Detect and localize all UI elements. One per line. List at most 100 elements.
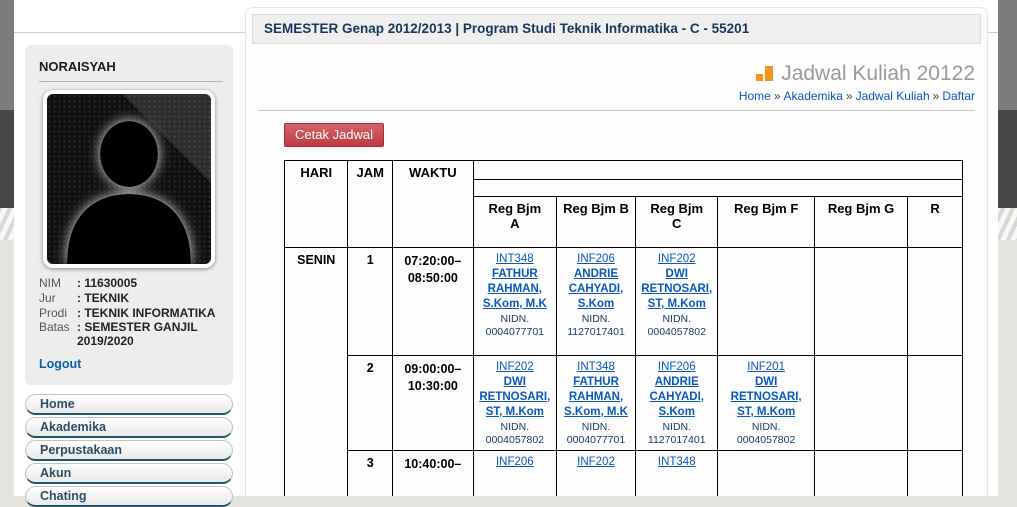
- period-cell: 1: [347, 247, 394, 356]
- profile-panel: NORAISYAH NIM 11630: [25, 45, 233, 385]
- schedule-cell-empty: [813, 247, 909, 356]
- time-cell: 07:20:00– 08:50:00: [392, 247, 474, 356]
- main-content: Jadwal Kuliah 20122 Home» Akademika» Jadwa…: [246, 62, 987, 496]
- schedule-cell-empty: [813, 354, 909, 452]
- course-code-link[interactable]: INT348: [495, 253, 534, 265]
- info-label: Prodi: [39, 305, 68, 320]
- schedule-table: HARI JAM WAKTU Reg Bjm A Reg Bjm B Reg B…: [284, 160, 963, 496]
- info-label: Batas: [39, 320, 70, 335]
- sidebar-item-chating[interactable]: Chating: [25, 485, 233, 507]
- column-header-hari: HARI: [284, 160, 349, 248]
- course-code-link[interactable]: INF206: [495, 456, 534, 469]
- lecturer-link[interactable]: DWI RETNOSARI, ST, M.Kom: [479, 375, 551, 418]
- schedule-cell: INF201 DWI RETNOSARI, ST, M.Kom NIDN. 00…: [717, 354, 815, 452]
- breadcrumb-separator: »: [773, 89, 781, 103]
- breadcrumb: Home» Akademika» Jadwal Kuliah» Daftar: [258, 89, 975, 111]
- column-header-reg-bjm-a: Reg Bjm A: [472, 196, 557, 248]
- period-cell: 3: [347, 450, 394, 496]
- class-header-row: Reg Bjm A Reg Bjm B Reg Bjm C Reg Bjm F …: [285, 196, 963, 248]
- page-container: HOME PROFILE PASSWORD NORAISYAH: [14, 0, 998, 507]
- course-code-link[interactable]: INT348: [657, 456, 696, 469]
- breadcrumb-jadwal-kuliah-link[interactable]: Jadwal Kuliah: [855, 89, 930, 103]
- lecturer-link[interactable]: FATHUR RAHMAN, S.Kom, M.K: [564, 375, 628, 418]
- schedule-cell: INF202 DWI RETNOSARI, ST, M.Kom NIDN. 00…: [635, 247, 719, 356]
- course-code-link[interactable]: INF201: [747, 361, 785, 373]
- avatar-silhouette-image: [67, 121, 191, 264]
- info-value: SEMESTER GANJIL 2019/2020: [77, 321, 221, 349]
- schedule-cell-empty: [907, 354, 963, 452]
- schedule-cell-empty: [907, 450, 963, 496]
- info-row-nim: NIM 11630005: [39, 276, 221, 291]
- title-accent-icon: [756, 66, 774, 81]
- profile-name: NORAISYAH: [39, 57, 223, 82]
- info-label: NIM: [39, 276, 61, 290]
- sidebar-menu: Home Akademika Perpustakaan Akun Chating: [25, 393, 233, 507]
- info-value: 11630005: [77, 276, 137, 291]
- table-row: SENIN 1 07:20:00– 08:50:00 INT348 FATHUR…: [284, 246, 963, 496]
- semester-header-bar: SEMESTER Genap 2012/2013 | Program Studi…: [252, 14, 981, 44]
- avatar: [43, 90, 215, 268]
- profile-info: NIM 11630005 Jur TEKNIK Prodi TEKNIK INF…: [39, 276, 221, 349]
- schedule-cell: INF206: [472, 450, 557, 496]
- course-code-link[interactable]: INF202: [495, 361, 534, 373]
- nidn-text: NIDN. 1127017401: [567, 312, 625, 339]
- schedule-cell: INF202 DWI RETNOSARI, ST, M.Kom NIDN. 00…: [472, 354, 557, 452]
- nidn-text: NIDN. 0004057802: [485, 420, 545, 447]
- sidebar: NORAISYAH NIM 11630: [14, 33, 245, 507]
- course-code-link[interactable]: INT348: [577, 361, 615, 373]
- main-panel: SEMESTER Genap 2012/2013 | Program Studi…: [245, 7, 988, 496]
- schedule-cell: INT348 FATHUR RAHMAN, S.Kom, M.K NIDN. 0…: [555, 354, 637, 452]
- schedule-cell: INF206 ANDRIE CAHYADI, S.Kom NIDN. 11270…: [635, 354, 719, 452]
- sidebar-item-home[interactable]: Home: [25, 393, 233, 415]
- schedule-table-container: HARI JAM WAKTU Reg Bjm A Reg Bjm B Reg B…: [284, 160, 963, 496]
- sidebar-item-perpustakaan[interactable]: Perpustakaan: [25, 439, 233, 461]
- page-title: Jadwal Kuliah 20122: [781, 62, 975, 85]
- course-code-link[interactable]: INF206: [657, 361, 696, 373]
- schedule-cell-empty: [907, 247, 963, 356]
- schedule-cell: INF202: [555, 450, 637, 496]
- header-spacer-cell: [472, 160, 963, 180]
- column-header-reg-bjm-b: Reg Bjm B: [555, 196, 637, 248]
- column-header-reg-bjm-g: Reg Bjm G: [813, 196, 909, 248]
- course-code-link[interactable]: INF202: [577, 456, 615, 469]
- time-cell: 09:00:00– 10:30:00: [392, 354, 474, 452]
- course-code-link[interactable]: INF202: [657, 253, 696, 265]
- info-row-prodi: Prodi TEKNIK INFORMATIKA: [39, 305, 221, 321]
- table-row: 3 10:40:00– INF206 INF202 INT348: [285, 450, 963, 496]
- page-background: { "topnav": { "items": [ { "label": "HOM…: [0, 0, 1017, 496]
- breadcrumb-akademika-link[interactable]: Akademika: [783, 89, 843, 103]
- schedule-cell-empty: [813, 450, 909, 496]
- info-row-batas: Batas SEMESTER GANJIL 2019/2020: [39, 321, 221, 349]
- breadcrumb-separator: »: [845, 89, 853, 103]
- header-row-group1: HARI JAM WAKTU: [284, 160, 963, 248]
- nidn-text: NIDN. 0004057802: [736, 420, 796, 447]
- column-header-reg-bjm-f: Reg Bjm F: [717, 196, 815, 248]
- time-cell: 10:40:00–: [392, 450, 474, 496]
- course-code-link[interactable]: INF206: [577, 253, 615, 265]
- column-header-reg-bjm-c: Reg Bjm C: [635, 196, 719, 248]
- sidebar-item-akademika[interactable]: Akademika: [25, 416, 233, 438]
- info-value: TEKNIK: [77, 291, 129, 306]
- schedule-cell-empty: [717, 247, 815, 356]
- day-cell: SENIN: [284, 246, 349, 496]
- breadcrumb-home-link[interactable]: Home: [738, 89, 771, 103]
- info-label: Jur: [39, 290, 56, 305]
- schedule-cell: INT348: [635, 450, 719, 496]
- header-spacer-cell: [472, 179, 963, 197]
- lecturer-link[interactable]: FATHUR RAHMAN, S.Kom, M.K: [482, 267, 547, 310]
- lecturer-link[interactable]: DWI RETNOSARI, ST, M.Kom: [641, 267, 713, 310]
- schedule-cell: INT348 FATHUR RAHMAN, S.Kom, M.K NIDN. 0…: [472, 247, 557, 356]
- lecturer-link[interactable]: ANDRIE CAHYADI, S.Kom: [568, 267, 624, 310]
- breadcrumb-daftar-link[interactable]: Daftar: [942, 89, 975, 103]
- table-row: 2 09:00:00– 10:30:00 INF202 DWI RETNOSAR…: [285, 354, 963, 452]
- print-schedule-button[interactable]: Cetak Jadwal: [284, 123, 385, 147]
- nidn-text: NIDN. 0004057802: [647, 312, 706, 339]
- logout-link[interactable]: Logout: [39, 356, 82, 371]
- column-header-jam: JAM: [347, 160, 394, 248]
- sidebar-item-akun[interactable]: Akun: [25, 462, 233, 484]
- lecturer-link[interactable]: DWI RETNOSARI, ST, M.Kom: [730, 375, 802, 418]
- lecturer-link[interactable]: ANDRIE CAHYADI, S.Kom: [649, 375, 704, 418]
- nidn-text: NIDN. 1127017401: [647, 420, 706, 447]
- schedule-cell: INF206 ANDRIE CAHYADI, S.Kom NIDN. 11270…: [555, 247, 637, 356]
- breadcrumb-separator: »: [932, 89, 940, 103]
